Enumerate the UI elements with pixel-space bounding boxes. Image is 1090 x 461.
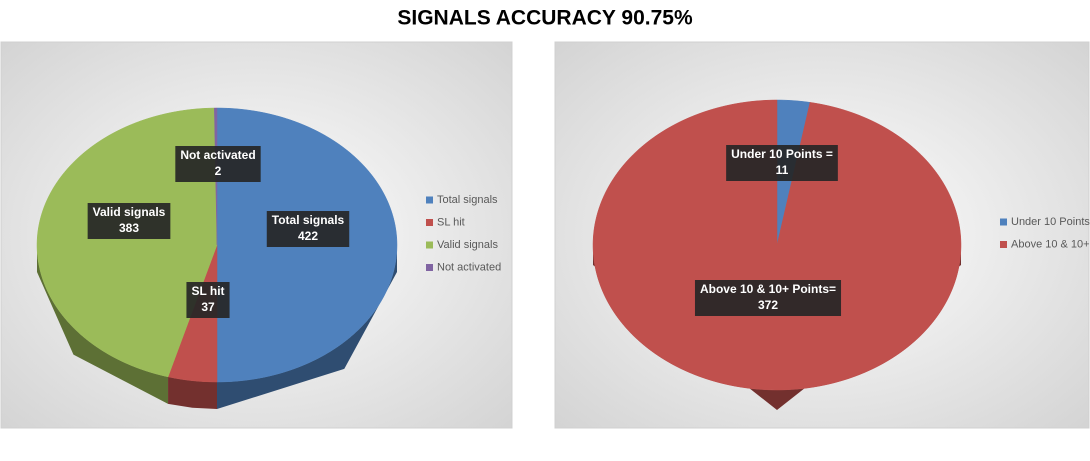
legend-label: SL hit [437,216,465,228]
data-label-name: Not activated [180,148,255,162]
data-label-box [186,282,230,318]
data-label-name: Above 10 & 10+ Points= [700,282,836,296]
slice-side [217,245,397,409]
legend-label: Above 10 & 10+ [1011,238,1090,250]
legend-label: Total signals [437,194,498,206]
legend-swatch [426,196,433,204]
pie-slice [36,107,218,404]
slice-side [37,245,169,404]
data-label-value: 37 [201,300,215,314]
data-label-value: 383 [119,221,139,235]
pie-slice [592,99,962,410]
data-label-box [175,146,261,182]
legend-swatch [426,219,433,226]
data-label-value: 11 [776,163,789,177]
legend-swatch [1000,241,1007,248]
legend-swatch [426,241,433,249]
data-label: Total signals 422 [266,211,350,247]
legend-swatch [426,264,433,271]
slice-top [592,99,962,391]
data-label-box [694,280,842,316]
data-label-box [87,203,171,239]
data-label-value: 2 [215,164,222,178]
legend-swatch [1000,218,1007,226]
legend-label: Under 10 Points [1011,216,1090,228]
data-label: SL hit 37 [186,282,230,318]
data-label-name: SL hit [191,284,224,298]
data-label: Under 10 Points = 11 [726,145,838,181]
data-label-box [726,145,838,181]
slice-side [168,376,217,409]
data-label: Above 10 & 10+ Points= 372 [694,280,842,316]
data-label-name: Total signals [272,213,345,227]
legend-label: Valid signals [437,239,498,251]
data-label-value: 422 [298,229,318,243]
data-label-box [266,211,350,247]
data-label-name: Under 10 Points = [731,147,833,161]
data-label: Not activated 2 [175,146,261,182]
legend-label: Not activated [437,261,501,273]
data-label: Valid signals 383 [87,203,171,239]
slice-top [36,107,218,378]
page-title: SIGNALS ACCURACY 90.75% [397,7,693,30]
data-label-value: 372 [758,298,778,312]
data-label-name: Valid signals [93,205,166,219]
